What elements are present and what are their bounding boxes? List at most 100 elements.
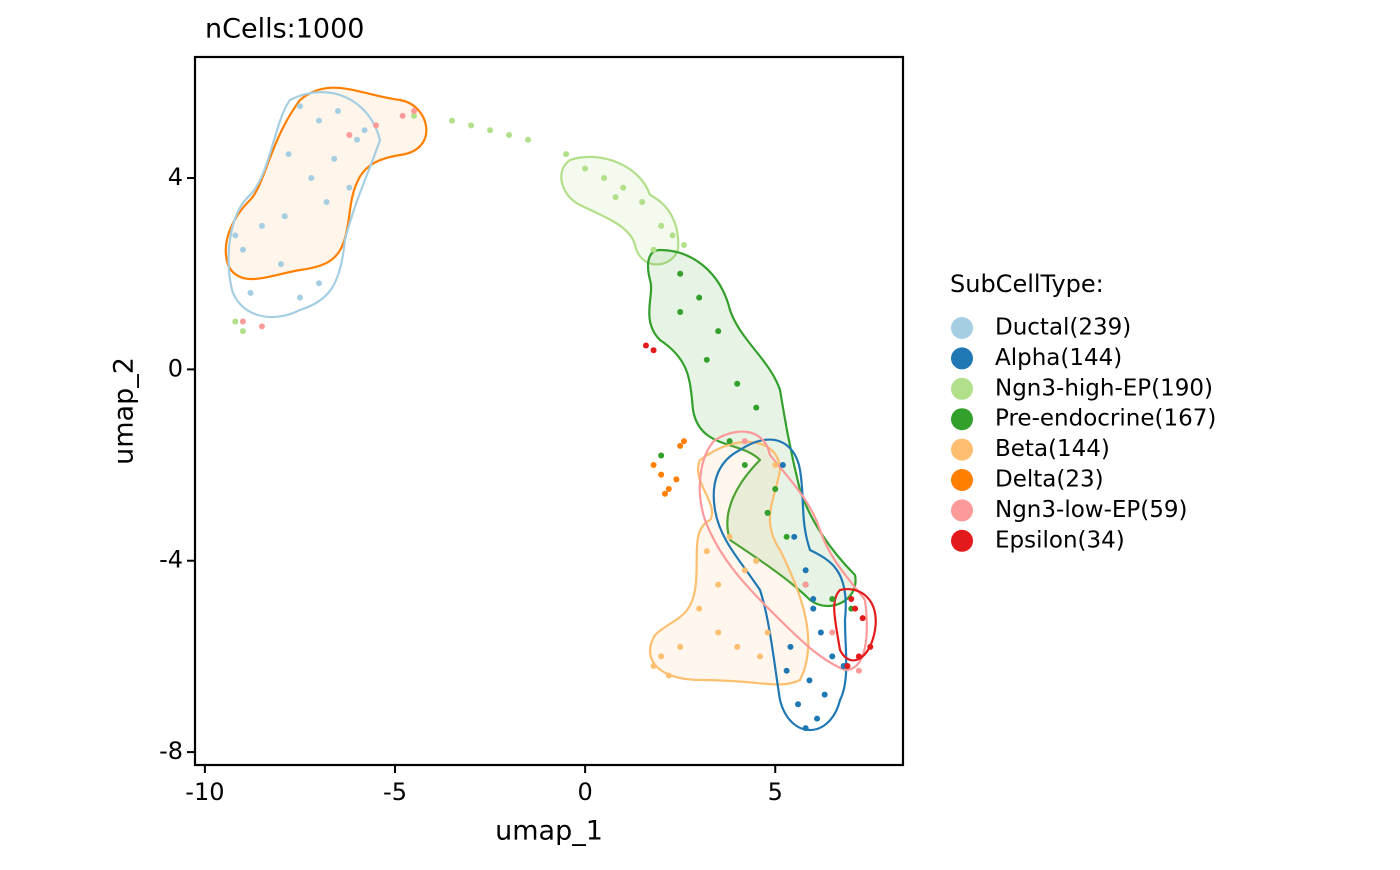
x-axis-label: umap_1 [495,816,603,847]
point [650,662,657,669]
point [506,131,513,138]
point [757,653,764,660]
point [285,151,292,158]
point [650,462,657,469]
point [468,122,475,129]
point [772,485,779,492]
point [806,677,813,684]
point [680,438,687,445]
point [232,318,239,325]
y-tick-label: 4 [168,163,183,191]
point [665,672,672,679]
point [411,108,418,115]
x-tick-label: -5 [383,778,407,806]
point [741,462,748,469]
legend-label: Ngn3-low-EP(59) [995,497,1188,523]
point [346,184,353,191]
point [772,462,779,469]
point [612,194,619,201]
point [677,442,684,449]
point [361,127,368,134]
legend-swatch [951,347,973,370]
hulls [224,86,877,732]
point [232,232,239,239]
y-tick-label: 0 [168,354,183,382]
point [601,175,608,182]
x-tick-label: -10 [185,778,224,806]
point [411,112,418,119]
point [734,643,741,650]
point [315,280,322,287]
point [715,629,722,636]
point [814,715,821,722]
point [753,404,760,411]
point [848,596,855,603]
point [620,184,627,191]
point [281,213,288,220]
point [696,294,703,301]
point [582,165,589,172]
point [817,629,824,636]
legend-swatch [951,499,973,522]
point [726,533,733,540]
point [703,356,710,363]
hull [227,91,382,319]
point [563,151,570,158]
point [726,438,733,445]
point [658,471,665,478]
point [810,596,817,603]
point [802,725,809,732]
legend-label: Epsilon(34) [995,527,1125,553]
point [867,643,874,650]
legend-label: Pre-endocrine(167) [995,406,1216,432]
point [787,643,794,650]
point [258,323,265,330]
point [810,605,817,612]
legend-label: Ngn3-high-EP(190) [995,375,1213,401]
point [296,103,303,110]
point [764,629,771,636]
point [677,270,684,277]
point [802,567,809,574]
point [650,246,657,253]
legend-swatch [951,438,973,461]
y-tick-label: -8 [159,737,183,765]
legend-label: Delta(23) [995,467,1104,493]
point [669,232,676,239]
point [658,653,665,660]
point [353,136,360,143]
point [665,485,672,492]
point [449,117,456,124]
point [658,222,665,229]
point [783,667,790,674]
point [715,328,722,335]
plot-frame [193,55,905,767]
point [855,667,862,674]
legend-swatch [951,377,973,400]
point [650,347,657,354]
point [247,289,254,296]
point [239,318,246,325]
point [852,605,859,612]
legend-swatch [951,317,973,339]
legend-swatch [951,529,973,552]
point [239,246,246,253]
point [658,452,665,459]
point [753,557,760,564]
legend-label: Alpha(144) [995,345,1122,371]
point [703,548,710,555]
legend-swatch [951,408,973,431]
point [741,438,748,445]
x-tick-label: 5 [768,778,783,806]
point [487,127,494,134]
legend-label: Beta(144) [995,436,1110,462]
point [859,615,866,622]
points [232,103,874,732]
point [680,242,687,249]
y-tick-label: -4 [159,546,183,574]
point [639,198,646,205]
point [802,581,809,588]
point [258,222,265,229]
point [715,581,722,588]
point [673,476,680,483]
